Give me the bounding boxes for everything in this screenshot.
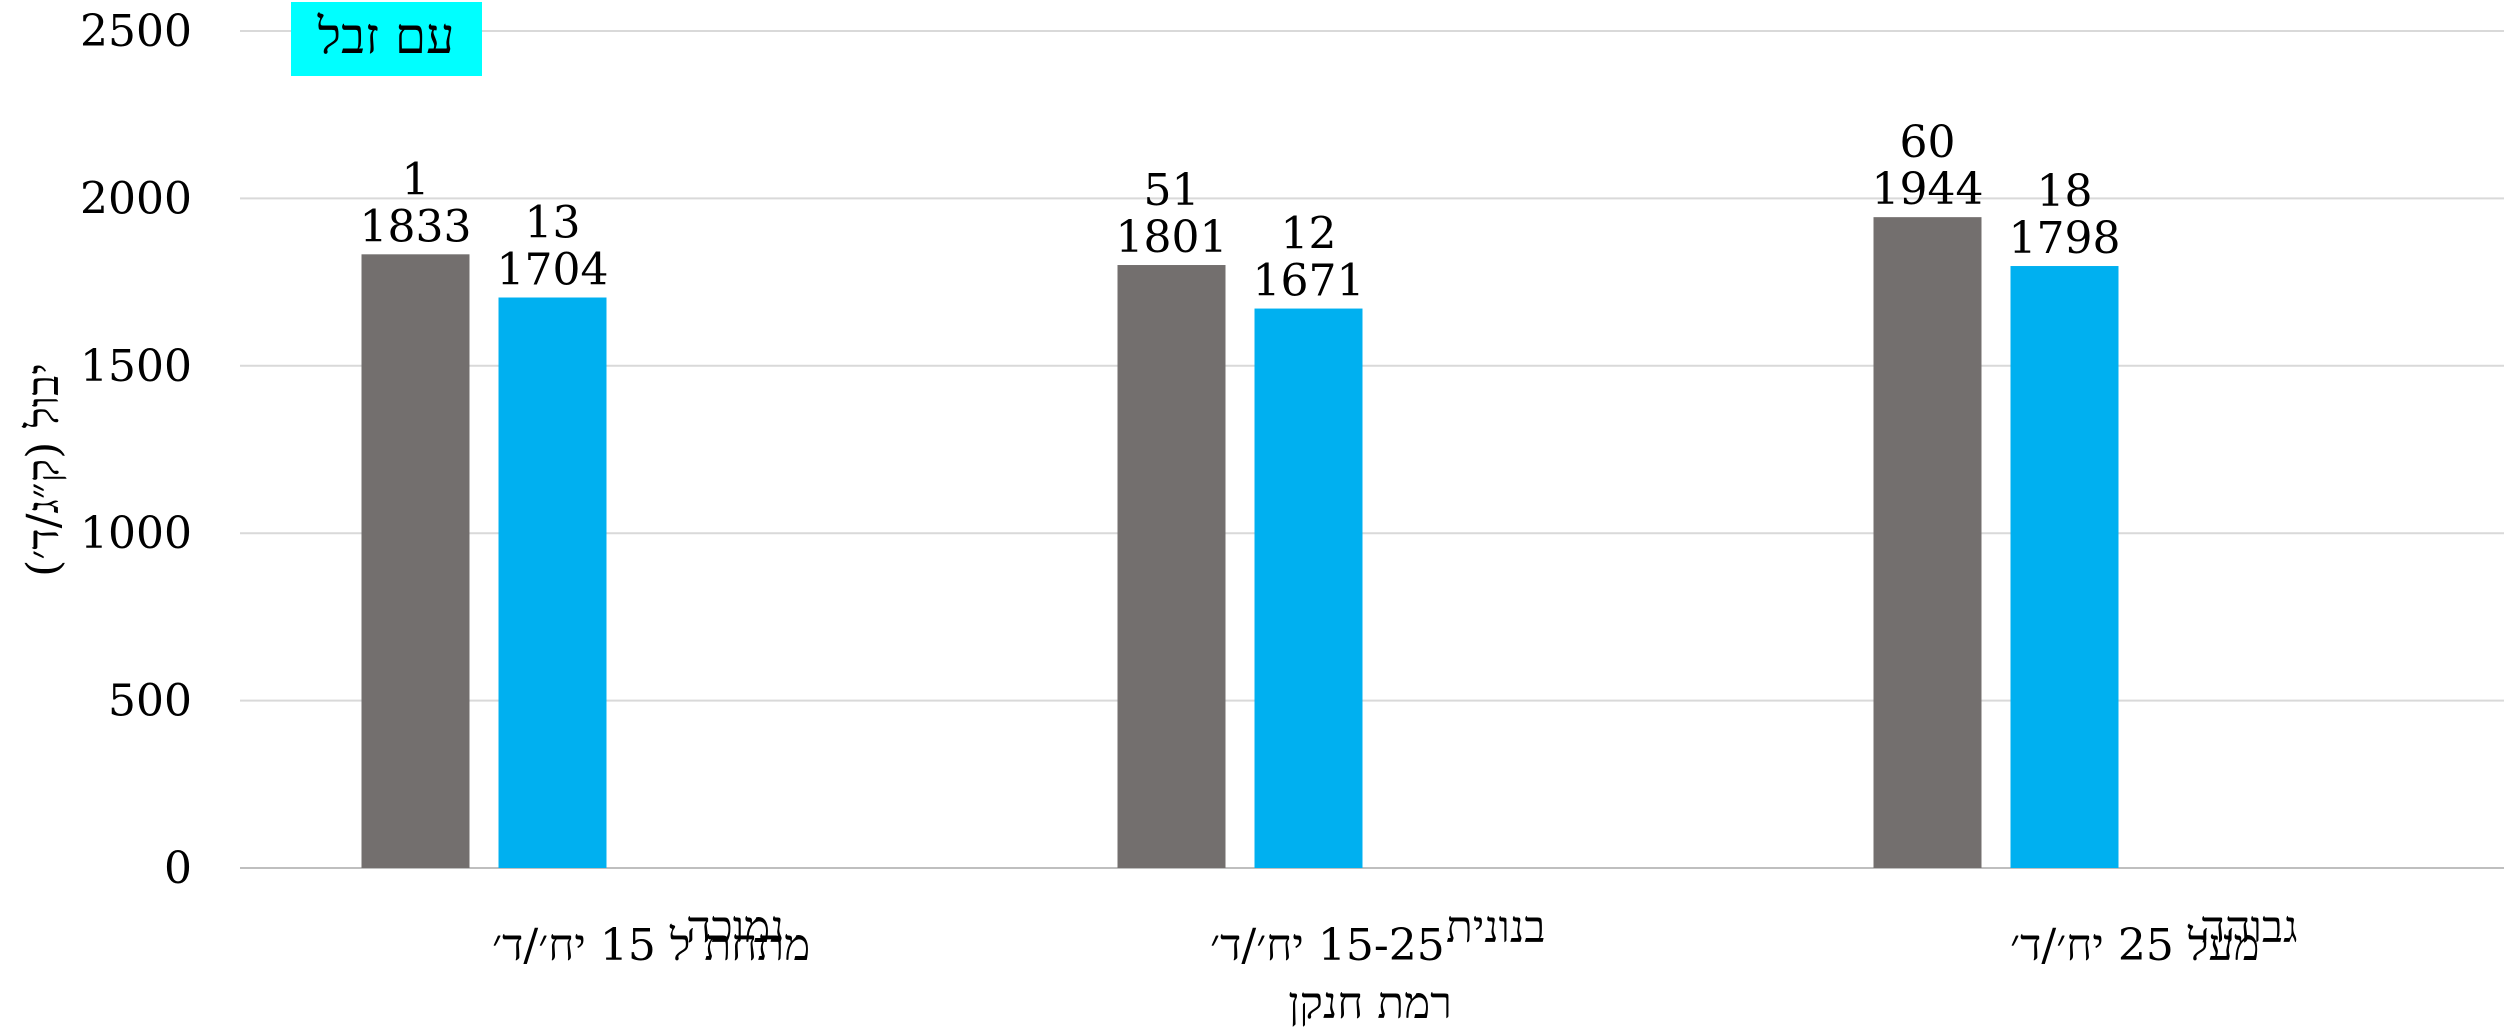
data-label-count: 18 [2037,166,2093,217]
y-tick-label: 1500 [80,341,192,392]
data-label-value: 1801 [1116,212,1228,263]
chart-title: עם זבל [317,7,455,65]
category-label-level: בנונית [1446,902,1545,953]
chart-title-highlight [291,2,482,76]
data-label-count: 51 [1144,165,1200,216]
bar [2010,266,2119,868]
data-label-count: 13 [525,198,581,249]
data-label-count: 12 [1281,209,1337,260]
x-axis-label: רמת חנקן [1288,978,1452,1029]
category-label-range: 15-25 יח׳/ד׳ [1210,920,1445,971]
category-label-level: גבוהה [2200,902,2298,953]
category-label-range: מעל 25 יח׳/ד׳ [2010,920,2259,971]
y-axis-ticks: 0 500 1000 1500 2000 2500 [80,6,192,894]
gridlines [240,30,2504,869]
y-tick-label: 500 [108,676,192,727]
data-label-value: 1704 [497,245,609,296]
data-label-count: 60 [1900,117,1956,168]
y-tick-label: 0 [164,843,192,894]
data-label-value: 1798 [2009,213,2121,264]
y-axis-label: יבול (ק״ג/ד׳) [18,363,69,577]
category-label-level: נמוכה [686,902,784,953]
y-tick-label: 2500 [80,6,192,57]
y-tick-label: 1000 [80,508,192,559]
data-label-value: 1671 [1253,256,1365,307]
bar [361,254,470,869]
data-label-value: 1944 [1872,164,1984,215]
bar [1117,265,1226,868]
bar [1873,217,1982,868]
bars [361,217,2119,869]
bar [1254,308,1363,868]
data-label-count: 1 [402,154,430,205]
y-tick-label: 2000 [80,173,192,224]
data-label-value: 1833 [360,201,472,252]
bar [498,297,607,868]
category-label-range: מתחת ל 15 יח׳/ד׳ [492,920,810,971]
